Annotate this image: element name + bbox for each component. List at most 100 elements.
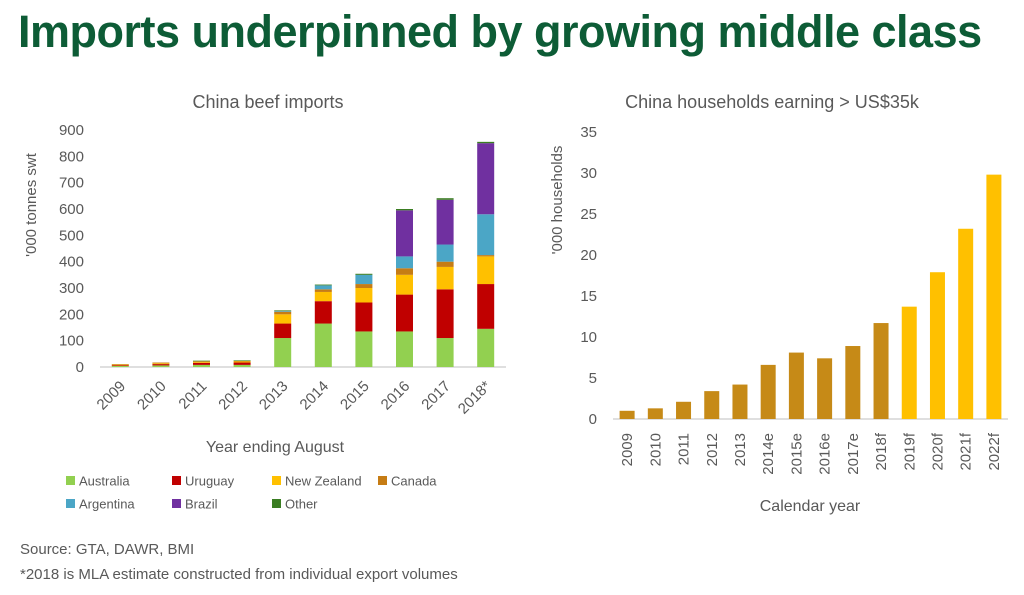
beef-imports-x-axis-label: Year ending August xyxy=(206,439,345,456)
bar-other-2017 xyxy=(436,198,454,200)
households-x-tick: 2012 xyxy=(704,433,721,466)
household-bar-2009 xyxy=(619,410,635,419)
beef-imports-chart: China beef imports '000 tonnes swt 0 100 200… xyxy=(23,92,506,512)
legend-swatch-other xyxy=(272,499,281,508)
beef-imports-x-tick: 2013 xyxy=(256,378,292,414)
beef-imports-x-tick: 2015 xyxy=(337,378,373,414)
bar-uruguay-2012 xyxy=(233,362,251,365)
households-x-tick: 2016e xyxy=(817,433,834,475)
bar-uruguay-2016 xyxy=(396,294,413,332)
bar-argentina-2017 xyxy=(436,244,454,262)
bar-new-zealand-2010 xyxy=(152,363,170,365)
household-bar-2010 xyxy=(647,408,663,419)
bar-canada-2012 xyxy=(233,360,251,362)
households-y-tick: 35 xyxy=(580,124,597,141)
households-y-tick: 0 xyxy=(589,411,597,428)
beef-imports-title: China beef imports xyxy=(192,92,343,112)
households-x-tick: 2015e xyxy=(788,433,805,475)
households-x-tick: 2017e xyxy=(845,433,862,475)
household-bar-2020f xyxy=(929,272,945,419)
bar-australia-2012 xyxy=(233,364,251,367)
bar-australia-2017 xyxy=(436,338,454,367)
legend-label-brazil: Brazil xyxy=(185,497,218,512)
households-chart: China households earning > US$35k '000 ho… xyxy=(549,92,1008,515)
beef-imports-x-tick: 2009 xyxy=(94,378,130,414)
households-x-tick: 2009 xyxy=(619,433,636,466)
bar-argentina-2014 xyxy=(314,285,332,290)
beef-imports-x-tick: 2017 xyxy=(418,378,454,414)
bar-argentina-2016 xyxy=(396,256,413,269)
bar-australia-2009 xyxy=(111,365,129,367)
beef-imports-legend: Australia Uruguay New Zealand Canada Argenti… xyxy=(66,474,437,512)
bar-brazil-2018 xyxy=(477,143,495,215)
legend-swatch-new-zealand xyxy=(272,476,281,485)
bar-australia-2014 xyxy=(314,323,332,367)
beef-imports-y-tick: 600 xyxy=(59,201,84,218)
households-y-tick: 30 xyxy=(580,165,597,182)
bar-new-zealand-2014 xyxy=(314,291,332,302)
beef-imports-x-tick: 2014 xyxy=(297,378,333,414)
bar-uruguay-2013 xyxy=(274,323,292,339)
household-bar-2017e xyxy=(845,346,861,419)
legend-swatch-argentina xyxy=(66,499,75,508)
beef-imports-y-tick: 700 xyxy=(59,175,84,192)
households-x-tick: 2020f xyxy=(929,432,946,470)
bar-canada-2017 xyxy=(436,261,454,267)
household-bar-2021f xyxy=(958,228,974,419)
legend-label-argentina: Argentina xyxy=(79,497,135,512)
legend-label-uruguay: Uruguay xyxy=(185,474,235,489)
households-x-tick: 2010 xyxy=(647,433,664,466)
beef-imports-x-tick: 2011 xyxy=(175,378,210,413)
households-y-axis-label: '000 households xyxy=(549,146,566,255)
bar-new-zealand-2018 xyxy=(477,256,495,285)
bar-uruguay-2018 xyxy=(477,284,495,329)
bar-australia-2010 xyxy=(152,365,170,367)
beef-imports-y-tick: 100 xyxy=(59,333,84,350)
household-bar-2016e xyxy=(817,358,833,419)
bar-other-2011 xyxy=(193,360,210,362)
bar-canada-2014 xyxy=(314,289,332,292)
beef-imports-x-tick: 2010 xyxy=(134,378,170,414)
beef-imports-y-tick: 400 xyxy=(59,254,84,271)
household-bar-2014e xyxy=(760,364,776,419)
households-x-tick: 2019f xyxy=(901,432,918,470)
households-x-tick: 2021f xyxy=(958,432,975,470)
bar-uruguay-2015 xyxy=(355,302,373,332)
households-x-tick: 2018f xyxy=(873,432,890,470)
bar-new-zealand-2011 xyxy=(193,361,210,363)
bar-other-2015 xyxy=(355,273,373,275)
bar-new-zealand-2009 xyxy=(111,364,129,366)
beef-imports-y-tick: 200 xyxy=(59,306,84,323)
household-bar-2011 xyxy=(676,401,692,419)
bar-uruguay-2017 xyxy=(436,289,454,339)
beef-imports-x-tick: 2016 xyxy=(378,378,414,414)
households-y-tick: 20 xyxy=(580,247,597,264)
bar-other-2018 xyxy=(477,141,495,144)
bar-brazil-2017 xyxy=(436,199,454,245)
beef-imports-y-tick: 800 xyxy=(59,148,84,165)
bar-uruguay-2011 xyxy=(193,362,210,365)
bar-other-2014 xyxy=(314,284,332,286)
households-y-tick: 15 xyxy=(580,288,597,305)
bar-new-zealand-2017 xyxy=(436,266,454,290)
bar-other-2013 xyxy=(274,310,292,311)
headline: Imports underpinned by growing middle cl… xyxy=(18,6,982,57)
bar-australia-2013 xyxy=(274,338,292,367)
households-x-tick: 2014e xyxy=(760,433,777,475)
bar-canada-2015 xyxy=(355,284,373,288)
bar-australia-2018 xyxy=(477,328,495,367)
beef-imports-y-tick: 300 xyxy=(59,280,84,297)
bar-canada-2010 xyxy=(152,362,170,364)
bar-canada-2009 xyxy=(111,364,129,365)
legend-label-other: Other xyxy=(285,497,318,512)
household-bar-2018f xyxy=(873,323,889,419)
beef-imports-y-tick: 900 xyxy=(59,122,84,139)
legend-swatch-uruguay xyxy=(172,476,181,485)
bar-uruguay-2014 xyxy=(314,301,332,324)
legend-swatch-australia xyxy=(66,476,75,485)
households-y-tick: 5 xyxy=(589,370,597,387)
beef-imports-y-tick: 0 xyxy=(76,359,84,376)
beef-imports-y-tick: 500 xyxy=(59,227,84,244)
bar-uruguay-2010 xyxy=(152,364,170,366)
legend-swatch-canada xyxy=(378,476,387,485)
